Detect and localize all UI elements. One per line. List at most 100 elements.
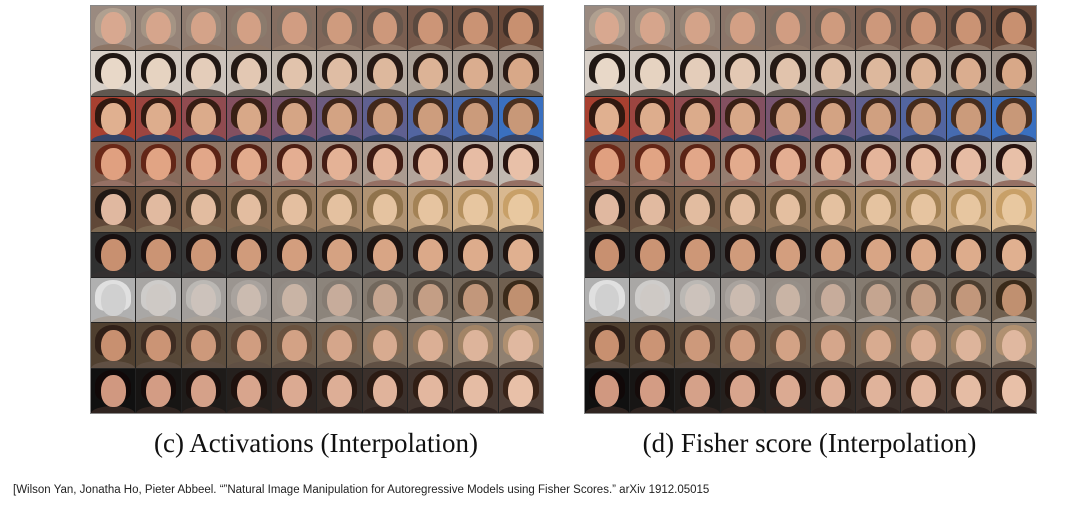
face-thumbnail xyxy=(181,51,226,96)
face-thumbnail xyxy=(675,323,720,368)
shoulders-shape xyxy=(136,89,181,96)
face-shape xyxy=(911,102,936,135)
face-shape xyxy=(820,284,846,317)
face-thumbnail xyxy=(317,187,362,232)
face-thumbnail xyxy=(453,277,498,323)
shoulders-shape xyxy=(630,43,675,51)
face-shape xyxy=(775,374,801,407)
shoulders-shape xyxy=(408,43,453,51)
face-thumbnail xyxy=(136,141,181,187)
shoulders-shape xyxy=(765,43,810,51)
shoulders-shape xyxy=(675,134,720,141)
face-thumbnail xyxy=(856,141,901,187)
face-shape xyxy=(463,148,488,181)
shoulders-shape xyxy=(136,179,181,187)
shoulders-shape xyxy=(453,225,498,232)
shoulders-shape xyxy=(675,270,720,277)
shoulders-shape xyxy=(901,89,946,96)
face-shape xyxy=(372,102,398,135)
shoulders-shape xyxy=(91,43,136,51)
face-shape xyxy=(191,57,217,90)
shoulders-shape xyxy=(630,134,675,141)
face-shape xyxy=(191,238,217,271)
face-thumbnail xyxy=(272,6,317,51)
face-shape xyxy=(865,193,891,226)
shoulders-shape xyxy=(765,134,810,141)
shoulders-shape xyxy=(991,134,1036,141)
face-shape xyxy=(191,148,217,181)
face-thumbnail xyxy=(408,232,453,277)
face-shape xyxy=(463,102,488,135)
face-shape xyxy=(327,238,353,271)
shoulders-shape xyxy=(856,89,901,96)
face-shape xyxy=(865,374,891,407)
face-thumbnail xyxy=(498,323,543,368)
face-shape xyxy=(463,12,488,45)
face-shape xyxy=(327,12,353,45)
face-shape xyxy=(911,329,936,362)
face-shape xyxy=(594,12,620,45)
shoulders-shape xyxy=(675,43,720,51)
activations-interpolation-grid xyxy=(90,5,544,414)
face-thumbnail xyxy=(630,187,675,232)
face-shape xyxy=(911,57,936,90)
shoulders-shape xyxy=(946,315,991,323)
face-thumbnail xyxy=(811,368,856,413)
face-thumbnail xyxy=(675,96,720,141)
face-thumbnail xyxy=(408,368,453,413)
face-shape xyxy=(508,12,534,45)
shoulders-shape xyxy=(765,89,810,96)
shoulders-shape xyxy=(675,406,720,413)
shoulders-shape xyxy=(856,315,901,323)
face-thumbnail xyxy=(498,368,543,413)
shoulders-shape xyxy=(317,89,362,96)
face-shape xyxy=(639,284,665,317)
face-shape xyxy=(327,102,353,135)
shoulders-shape xyxy=(91,179,136,187)
face-thumbnail xyxy=(630,6,675,51)
face-shape xyxy=(146,193,171,226)
face-thumbnail xyxy=(226,6,272,51)
shoulders-shape xyxy=(226,43,272,51)
face-thumbnail xyxy=(136,96,181,141)
face-shape xyxy=(865,57,891,90)
face-shape xyxy=(463,193,488,226)
face-thumbnail xyxy=(453,187,498,232)
face-thumbnail xyxy=(630,232,675,277)
face-shape xyxy=(594,329,620,362)
face-shape xyxy=(146,238,171,271)
face-shape xyxy=(100,193,126,226)
shoulders-shape xyxy=(811,270,856,277)
face-thumbnail xyxy=(991,232,1036,277)
face-shape xyxy=(639,148,665,181)
face-thumbnail xyxy=(226,368,272,413)
face-shape xyxy=(594,374,620,407)
face-thumbnail xyxy=(856,6,901,51)
face-thumbnail xyxy=(91,6,136,51)
shoulders-shape xyxy=(675,89,720,96)
face-shape xyxy=(1001,148,1027,181)
face-shape xyxy=(685,329,710,362)
face-shape xyxy=(417,238,443,271)
face-thumbnail xyxy=(453,6,498,51)
face-shape xyxy=(146,12,171,45)
face-shape xyxy=(236,102,262,135)
face-thumbnail xyxy=(408,51,453,96)
face-shape xyxy=(865,102,891,135)
face-shape xyxy=(281,238,307,271)
face-shape xyxy=(820,193,846,226)
face-shape xyxy=(372,374,398,407)
face-thumbnail xyxy=(811,232,856,277)
fisher-score-interpolation-grid xyxy=(584,5,1037,414)
face-shape xyxy=(100,148,126,181)
face-shape xyxy=(775,148,801,181)
face-thumbnail xyxy=(720,6,765,51)
face-shape xyxy=(281,374,307,407)
face-thumbnail xyxy=(408,277,453,323)
face-shape xyxy=(508,238,534,271)
shoulders-shape xyxy=(272,315,317,323)
face-thumbnail xyxy=(91,368,136,413)
face-shape xyxy=(100,102,126,135)
face-thumbnail xyxy=(630,277,675,323)
shoulders-shape xyxy=(181,89,226,96)
